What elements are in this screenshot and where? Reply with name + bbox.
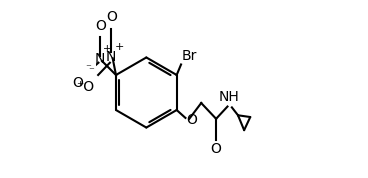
Text: N: N xyxy=(95,52,105,66)
Text: Br: Br xyxy=(182,49,197,63)
Text: ⁻: ⁻ xyxy=(85,63,91,73)
Text: NH: NH xyxy=(219,90,240,104)
Text: O: O xyxy=(95,19,106,33)
Text: +: + xyxy=(115,42,124,52)
Text: N: N xyxy=(106,50,116,64)
Text: ⁺O: ⁺O xyxy=(77,80,95,94)
Text: O: O xyxy=(187,113,198,127)
Text: O: O xyxy=(73,76,84,90)
Text: ⁻: ⁻ xyxy=(88,67,94,77)
Text: O: O xyxy=(210,142,222,156)
Text: +: + xyxy=(103,44,112,54)
Text: O: O xyxy=(106,10,117,24)
